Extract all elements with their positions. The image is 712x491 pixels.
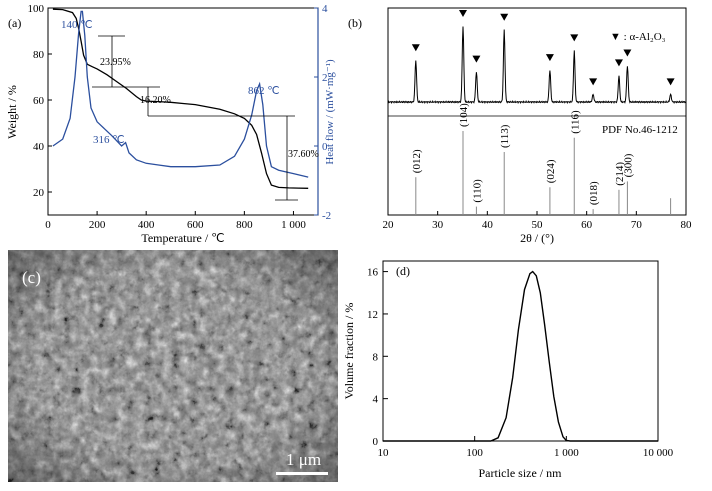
panel-a-frame [47,7,319,216]
panel-b-xrd-chart: (012) (104) (110) (113) (024) (116) (018) (214)… [348,7,693,245]
panel-c-label: (c) [22,268,41,287]
y-tick-label: 4 [373,394,379,406]
hkl-label: (110) [471,179,483,203]
x-tick-label: 70 [631,219,643,231]
hkl-label: (018) [588,181,600,205]
pdf-reference-label: PDF No.46-1212 [602,124,678,136]
x-tick-label: 20 [383,219,395,231]
peak-marker-triangle [411,44,420,52]
hkl-label: (024) [545,159,557,183]
y-right-tick-label: 4 [322,3,328,15]
sem-micrograph [8,250,338,482]
panel-b-label: (b) [348,16,362,30]
peak-marker-triangle [545,54,554,62]
y-left-tick-label: 100 [28,3,45,15]
x-tick-label: 10 [378,447,390,459]
x-tick-label: 60 [581,219,593,231]
x-tick-label: 800 [236,219,253,231]
weight-loss-brackets [92,35,298,201]
series-xrd-pattern [387,26,687,105]
hkl-label: (300) [622,153,634,177]
panel-d-size-distribution-chart: 10 100 1 000 10 000 0 4 8 12 16 (d) Particle siz… [342,260,674,480]
peak-label-316: 316 ℃ [93,134,125,146]
x-tick-label: 1 000 [554,447,579,459]
y-tick-label: 8 [373,351,379,363]
hkl-label: (116) [569,110,581,134]
x-tick-label: 600 [187,219,204,231]
y-right-tick-label: 2 [322,72,328,84]
loss-label-2: 16.20% [140,95,171,106]
peak-marker-triangle [500,13,509,21]
hkl-label: (012) [411,149,423,173]
x-tick-label: 1 000 [281,219,306,231]
x-tick-label: 40 [482,219,494,231]
series-weight-line [52,8,309,189]
panel-d-x-axis-title: Particle size / nm [479,466,563,480]
x-tick-label: 0 [45,219,51,231]
panel-a-left-axis-title: Weight / % [5,85,19,139]
series-heat-flow-line [52,10,309,178]
x-tick-label: 100 [466,447,483,459]
hkl-label: (104) [458,103,470,127]
panel-a-x-axis-title: Temperature / ℃ [141,231,224,245]
panel-a-tga-dsc-chart: 0 200 400 600 800 1 000 20 40 60 80 100 -2 0 2 4 (a) 1… [5,3,336,245]
y-right-tick-label: 0 [322,141,328,153]
loss-label-3: 37.60% [288,149,319,160]
y-tick-label: 12 [367,309,378,321]
loss-label-1: 23.95% [100,57,131,68]
panel-c-sem-image: (c) 1 μm [8,250,338,482]
scale-bar [276,472,328,475]
y-tick-label: 16 [367,267,379,279]
scale-bar-label: 1 μm [286,450,322,469]
peak-marker-triangle [666,78,675,86]
x-tick-label: 400 [138,219,155,231]
peak-marker-triangle [623,49,632,57]
hkl-label: (214) [614,162,626,186]
hkl-label: (113) [499,124,511,148]
series-volume-fraction [383,270,658,442]
y-left-tick-label: 60 [33,95,45,107]
y-left-tick-label: 20 [33,187,45,199]
y-tick-label: 0 [373,436,379,448]
peak-label-862: 862 ℃ [248,85,280,97]
legend-alpha-alumina: ▼ : α-Al₂O₃ [610,31,666,43]
peak-marker-triangle [458,10,467,17]
x-tick-label: 50 [532,219,544,231]
x-tick-label: 30 [432,219,444,231]
panel-d-y-axis-title: Volume fraction / % [342,303,356,400]
y-left-tick-label: 80 [33,49,45,61]
panel-b-x-axis-title: 2θ / (°) [520,231,554,245]
peak-marker-triangle [614,59,623,67]
y-right-tick-label: -2 [322,210,331,222]
panel-d-label: (d) [396,264,410,278]
x-tick-label: 10 000 [643,447,674,459]
y-left-tick-label: 40 [33,141,45,153]
x-tick-label: 200 [89,219,106,231]
peak-marker-triangle [472,55,481,63]
panel-a-right-axis-title: Heat flow / (mW·mg⁻¹) [324,59,336,165]
x-tick-label: 80 [681,219,693,231]
peak-label-140: 140 ℃ [61,19,93,31]
peak-marker-triangle [570,34,579,42]
panel-a-label: (a) [8,16,21,30]
peak-marker-triangle [589,78,598,86]
panel-d-frame [382,260,659,442]
